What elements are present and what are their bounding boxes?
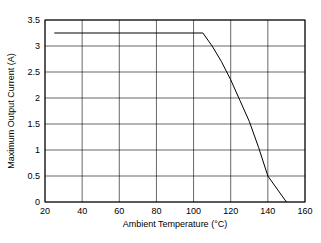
y-axis-title: Maximum Output Current (A) — [6, 53, 16, 169]
grid-line — [45, 72, 305, 73]
grid-line — [45, 98, 305, 99]
y-tick-label: 0.5 — [27, 171, 40, 181]
x-tick-label: 20 — [40, 206, 50, 216]
x-axis-title: Ambient Temperature (°C) — [123, 219, 227, 229]
chart-container: 00.511.522.533.520406080100120140160Ambi… — [0, 0, 321, 243]
chart: 00.511.522.533.520406080100120140160Ambi… — [0, 0, 321, 243]
y-tick-label: 3.5 — [27, 15, 40, 25]
y-tick-label: 3 — [35, 41, 40, 51]
series-group — [54, 33, 286, 202]
x-tick-label: 160 — [297, 206, 312, 216]
grid-line — [193, 20, 194, 202]
y-tick-label: 1 — [35, 145, 40, 155]
data-line — [54, 33, 286, 202]
y-tick-label: 1.5 — [27, 119, 40, 129]
y-tick-label: 2 — [35, 93, 40, 103]
grid-line — [45, 46, 305, 47]
grid-line — [82, 20, 83, 202]
grid-line — [45, 124, 305, 125]
plot-frame — [45, 20, 305, 202]
grid-line — [119, 20, 120, 202]
y-tick-label: 2.5 — [27, 67, 40, 77]
grid-line — [45, 176, 305, 177]
grid-line — [156, 20, 157, 202]
x-tick-label: 40 — [77, 206, 87, 216]
x-tick-label: 120 — [223, 206, 238, 216]
x-tick-label: 60 — [114, 206, 124, 216]
x-tick-label: 140 — [260, 206, 275, 216]
x-tick-label: 100 — [186, 206, 201, 216]
grid-line — [230, 20, 231, 202]
x-tick-label: 80 — [151, 206, 161, 216]
grid-line — [45, 150, 305, 151]
